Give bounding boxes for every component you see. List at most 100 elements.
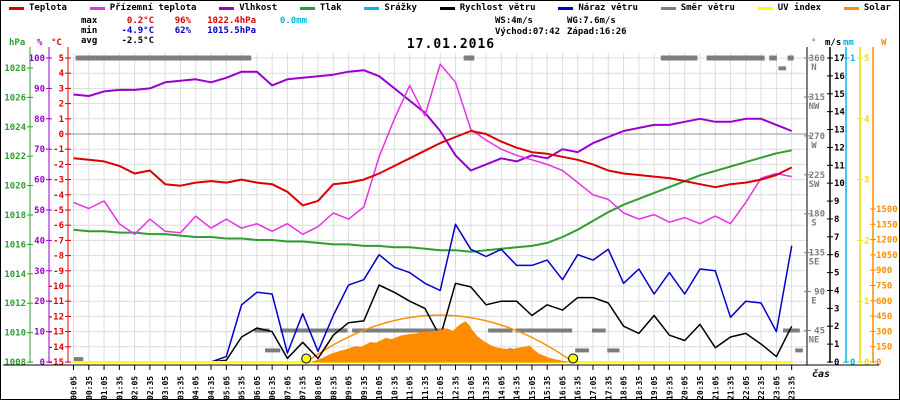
- axis-tick-label: 5: [59, 54, 64, 64]
- legend-item-2: Vlhkost: [219, 3, 277, 13]
- legend-label: Náraz větru: [578, 3, 638, 13]
- sun-marker: [568, 353, 579, 364]
- axis-tick-label: 17: [834, 54, 845, 64]
- axis-tick-label: 90: [814, 288, 825, 298]
- stat-value: 0.2°C: [126, 16, 154, 26]
- axis-tick-label: 5: [834, 269, 839, 279]
- series-tlak-line: [73, 149, 792, 253]
- x-axis-label: 05:35: [238, 376, 247, 400]
- x-axis-label: 15:05: [528, 376, 537, 400]
- x-axis-label: 05:05: [222, 376, 231, 400]
- axis-tick-label: 1028: [4, 64, 26, 74]
- axis-tick-label: 10: [834, 179, 845, 189]
- stat-value: -2.5°C: [121, 36, 154, 46]
- axis-tick-label: 315: [809, 93, 825, 103]
- axis-tick-label: NW: [809, 102, 820, 112]
- axis-tick-label: %: [37, 38, 43, 48]
- x-axis-label: 12:35: [452, 376, 461, 400]
- x-axis-label: 01:05: [100, 376, 109, 400]
- axis-tick-label: 60: [34, 176, 45, 186]
- axis-tick-label: 100: [29, 54, 45, 64]
- axis-tick-label: SE: [809, 258, 820, 268]
- axis-tick-label: -1: [53, 145, 64, 155]
- axis-tick-label: 16: [834, 72, 845, 82]
- legend-label: Srážky: [384, 3, 417, 13]
- stat-value: 96%: [174, 16, 191, 26]
- axis-tick-label: 2: [59, 100, 64, 110]
- chart-title: 17.01.2016: [406, 37, 496, 52]
- x-axis-label: 09:35: [360, 376, 369, 400]
- x-axis-label: 04:35: [207, 376, 216, 400]
- stat-value: 1022.4hPa: [207, 16, 256, 26]
- legend-item-0: Teplota: [9, 3, 67, 13]
- x-axis-label: 06:05: [253, 376, 262, 400]
- axis-tick-label: 600: [876, 297, 892, 307]
- axis-tick-label: 5: [864, 54, 869, 64]
- axis-tick-label: -6: [53, 221, 64, 231]
- x-axis-label: 16:05: [558, 376, 567, 400]
- x-axis-label: 02:35: [146, 376, 155, 400]
- x-axis-label: 10:35: [390, 376, 399, 400]
- axis-tick-label: 3: [864, 176, 869, 186]
- legend-item-6: Náraz větru: [558, 3, 638, 13]
- axis-tick-label: 1: [59, 115, 64, 125]
- x-axis-label: 18:35: [635, 376, 644, 400]
- legend-item-3: Tlak: [299, 3, 342, 13]
- axis-tick-label: 6: [834, 251, 839, 261]
- axis-tick-label: 12: [834, 143, 845, 153]
- axis-tick-label: 0: [834, 358, 839, 368]
- stat-value: Západ:16:26: [567, 27, 627, 37]
- axis-tick-label: W: [881, 38, 887, 48]
- series-solar-fill: [312, 321, 568, 363]
- axis-tick-label: 1: [864, 297, 869, 307]
- axis-tick-label: 1022: [4, 152, 26, 162]
- x-axis-label: 02:05: [131, 376, 140, 400]
- axis-tick-label: 1012: [4, 299, 26, 309]
- legend-swatch: [9, 6, 24, 10]
- x-axis-label: 14:05: [497, 376, 506, 400]
- stats-left: max 0.2°C 96% 1022.4hPa 0.0mm min -4.9°C 62% 101…: [81, 16, 314, 46]
- axis-tick-label: -3: [53, 176, 64, 186]
- x-axis-label: 20:35: [696, 376, 705, 400]
- x-axis-label: 23:05: [772, 376, 781, 400]
- axis-tick-label: 3: [59, 84, 64, 94]
- axis-tick-label: -10: [48, 282, 64, 292]
- axis-tick-label: 70: [34, 145, 45, 155]
- axis-tick-label: 0: [850, 358, 855, 368]
- axis-tick-label: 135: [809, 249, 825, 259]
- axis-tick-label: 1026: [4, 93, 26, 103]
- axis-tick-label: 2: [834, 322, 839, 332]
- axis-tick-label: NE: [809, 336, 820, 346]
- axis-tick-label: 225: [809, 171, 825, 181]
- axis-tick-label: -13: [48, 328, 64, 338]
- stat-value: 62%: [174, 26, 191, 36]
- x-axis-label: 00:35: [85, 376, 94, 400]
- axis-tick-label: -4: [53, 191, 64, 201]
- x-axis-label: 07:35: [299, 376, 308, 400]
- x-axis-label: 13:05: [467, 376, 476, 400]
- legend-swatch: [660, 6, 676, 10]
- stats-row: avg -2.5°C: [81, 36, 314, 46]
- legend-label: Rychlost větru: [459, 3, 536, 13]
- x-axis-label: 10:05: [375, 376, 384, 400]
- axis-tick-label: 1018: [4, 211, 26, 221]
- axis-tick-label: 450: [876, 312, 892, 322]
- x-axis-label: 17:35: [604, 376, 613, 400]
- legend-item-4: Srážky: [364, 3, 417, 13]
- legend-label: Tlak: [319, 3, 342, 13]
- legend-label: Přízemní teplota: [109, 3, 197, 13]
- axis-tick-label: 150: [876, 343, 892, 353]
- axis-tick-label: S: [811, 219, 816, 229]
- axis-tick-label: -11: [48, 297, 64, 307]
- axis-tick-label: 14: [834, 108, 845, 118]
- legend-swatch: [89, 6, 105, 10]
- stat-value: -4.9°C: [121, 26, 154, 36]
- axis-tick-label: 3: [834, 304, 839, 314]
- legend-label: Teplota: [29, 3, 67, 13]
- axis-tick-label: 8: [834, 215, 839, 225]
- legend-label: Solar: [863, 3, 891, 13]
- legend-swatch: [558, 6, 574, 10]
- axis-tick-label: 45: [814, 327, 825, 337]
- axis-tick-label: E: [811, 297, 816, 307]
- axis-tick-label: 180: [809, 210, 825, 220]
